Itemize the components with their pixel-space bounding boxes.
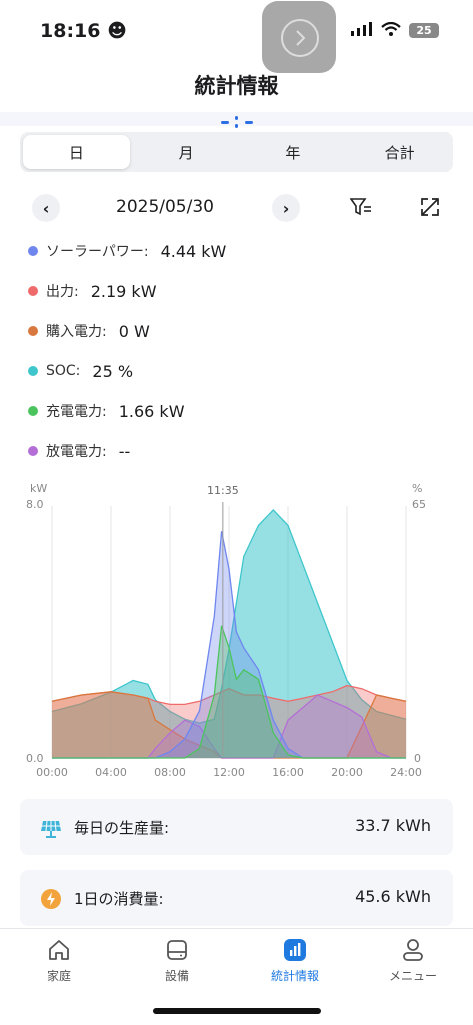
next-date-button[interactable]: › xyxy=(272,194,300,222)
daily-production-card: 毎日の生産量: 33.7 kWh xyxy=(20,799,453,855)
date-label: 2025/05/30 xyxy=(116,197,214,217)
stat-value: 2.19 kW xyxy=(90,281,157,301)
right-axis-unit: % xyxy=(412,482,422,495)
x-tick-label: 04:00 xyxy=(95,766,127,778)
home-indicator xyxy=(153,1008,321,1014)
legend-dot xyxy=(28,406,38,416)
chart-series xyxy=(51,508,407,759)
solar-panel-icon xyxy=(40,817,62,839)
series-area-1 xyxy=(52,685,406,758)
stat-soc: SOC: 25 % xyxy=(28,361,133,381)
stat-value: 4.44 kW xyxy=(160,241,227,261)
stat-value: -- xyxy=(118,441,131,461)
cursor-time-label: 11:35 xyxy=(207,484,239,497)
left-axis-unit: kW xyxy=(30,482,47,495)
stat-label: 出力: xyxy=(46,284,79,300)
stat-label: 充電電力: xyxy=(46,404,107,420)
home-icon xyxy=(49,940,69,960)
tab-label: 月 xyxy=(178,143,194,162)
period-tabs: 日 月 年 合計 xyxy=(20,132,453,172)
status-icons: 25 xyxy=(351,21,439,40)
stat-purchased-power: 購入電力: 0 W xyxy=(28,321,150,341)
stat-label: ソーラーパワー: xyxy=(46,244,149,260)
x-tick-label: 16:00 xyxy=(272,766,304,778)
x-tick-label: 24:00 xyxy=(390,766,422,778)
chevron-right-icon: › xyxy=(282,198,290,218)
right-axis-max: 65 xyxy=(412,498,426,511)
stat-discharge-power: 放電電力: -- xyxy=(28,441,130,461)
filter-icon[interactable] xyxy=(349,197,372,221)
daily-consumption-card: 1日の消費量: 45.6 kWh xyxy=(20,870,453,926)
nav-statistics[interactable]: 統計情報 xyxy=(236,937,354,984)
nav-home[interactable]: 家庭 xyxy=(0,937,118,984)
x-tick-label: 12:00 xyxy=(213,766,245,778)
signal-icon xyxy=(351,21,373,40)
lightning-icon xyxy=(40,888,62,910)
device-icon xyxy=(167,940,187,960)
series-area-2 xyxy=(52,691,406,758)
tab-day[interactable]: 日 xyxy=(23,135,130,169)
expand-icon[interactable] xyxy=(420,197,440,221)
page-title: 統計情報 xyxy=(194,74,279,98)
status-bar: 18:16 ☻ 25 xyxy=(0,0,473,73)
card-value: 45.6 kWh xyxy=(355,887,431,906)
stats-icon xyxy=(284,939,306,961)
x-tick-label: 20:00 xyxy=(331,766,363,778)
tab-month[interactable]: 月 xyxy=(133,132,240,172)
stat-charge-power: 充電電力: 1.66 kW xyxy=(28,401,185,421)
series-area-0 xyxy=(52,531,406,758)
nav-label: 統計情報 xyxy=(270,969,319,983)
stat-label: 購入電力: xyxy=(46,324,107,340)
energy-chart[interactable]: kW % 8.0 0.0 65 0 11:35 00:00 04:00 08:00 1… xyxy=(22,478,452,779)
user-icon xyxy=(403,939,423,961)
nav-label: 家庭 xyxy=(46,969,71,983)
series-area-4 xyxy=(52,625,406,758)
loading-spinner-icon xyxy=(221,113,253,128)
previous-date-button[interactable]: ‹ xyxy=(32,194,60,222)
stat-value: 1.66 kW xyxy=(118,401,185,421)
stat-label: SOC: xyxy=(46,363,81,379)
series-line-3 xyxy=(51,508,407,724)
series-area-5 xyxy=(52,695,406,758)
stat-solar-power: ソーラーパワー: 4.44 kW xyxy=(28,241,226,261)
legend-dot xyxy=(28,326,38,336)
legend-dot xyxy=(28,286,38,296)
wifi-icon xyxy=(381,21,401,40)
chevron-right-icon xyxy=(281,19,319,57)
stat-value: 25 % xyxy=(92,361,134,381)
date-navigation: ‹ 2025/05/30 › xyxy=(32,192,442,224)
tab-label: 年 xyxy=(285,143,301,162)
card-label: 毎日の生産量: xyxy=(74,819,170,837)
nav-devices[interactable]: 設備 xyxy=(118,937,236,984)
nav-menu[interactable]: メニュー xyxy=(354,937,472,984)
nav-label: メニュー xyxy=(388,969,437,983)
nav-label: 設備 xyxy=(164,969,189,983)
tab-year[interactable]: 年 xyxy=(240,132,347,172)
left-axis-min: 0.0 xyxy=(26,752,44,765)
tab-label: 日 xyxy=(68,143,84,162)
floating-assistive-button[interactable] xyxy=(262,1,336,73)
legend-dot xyxy=(28,446,38,456)
stat-label: 放電電力: xyxy=(46,444,107,460)
x-axis-ticks: 00:00 04:00 08:00 12:00 16:00 20:00 24:00 xyxy=(36,766,422,779)
time-text: 18:16 xyxy=(40,20,101,42)
right-axis-min: 0 xyxy=(414,752,421,765)
card-value: 33.7 kWh xyxy=(355,816,431,835)
x-tick-label: 08:00 xyxy=(154,766,186,778)
chevron-left-icon: ‹ xyxy=(42,198,50,218)
legend-dot xyxy=(28,246,38,256)
card-label: 1日の消費量: xyxy=(74,890,164,908)
left-axis-max: 8.0 xyxy=(26,498,44,511)
battery-icon: 25 xyxy=(409,23,439,38)
legend-dot xyxy=(28,366,38,376)
status-time: 18:16 ☻ xyxy=(40,20,127,42)
tab-label: 合計 xyxy=(384,143,415,162)
series-line-4 xyxy=(52,625,406,759)
tab-total[interactable]: 合計 xyxy=(346,132,453,172)
smile-icon: ☻ xyxy=(107,20,127,42)
chart-svg: kW % 8.0 0.0 65 0 11:35 00:00 04:00 08:00 1… xyxy=(26,482,426,779)
x-tick-label: 00:00 xyxy=(36,766,68,778)
stat-output: 出力: 2.19 kW xyxy=(28,281,157,301)
stat-value: 0 W xyxy=(118,321,150,341)
